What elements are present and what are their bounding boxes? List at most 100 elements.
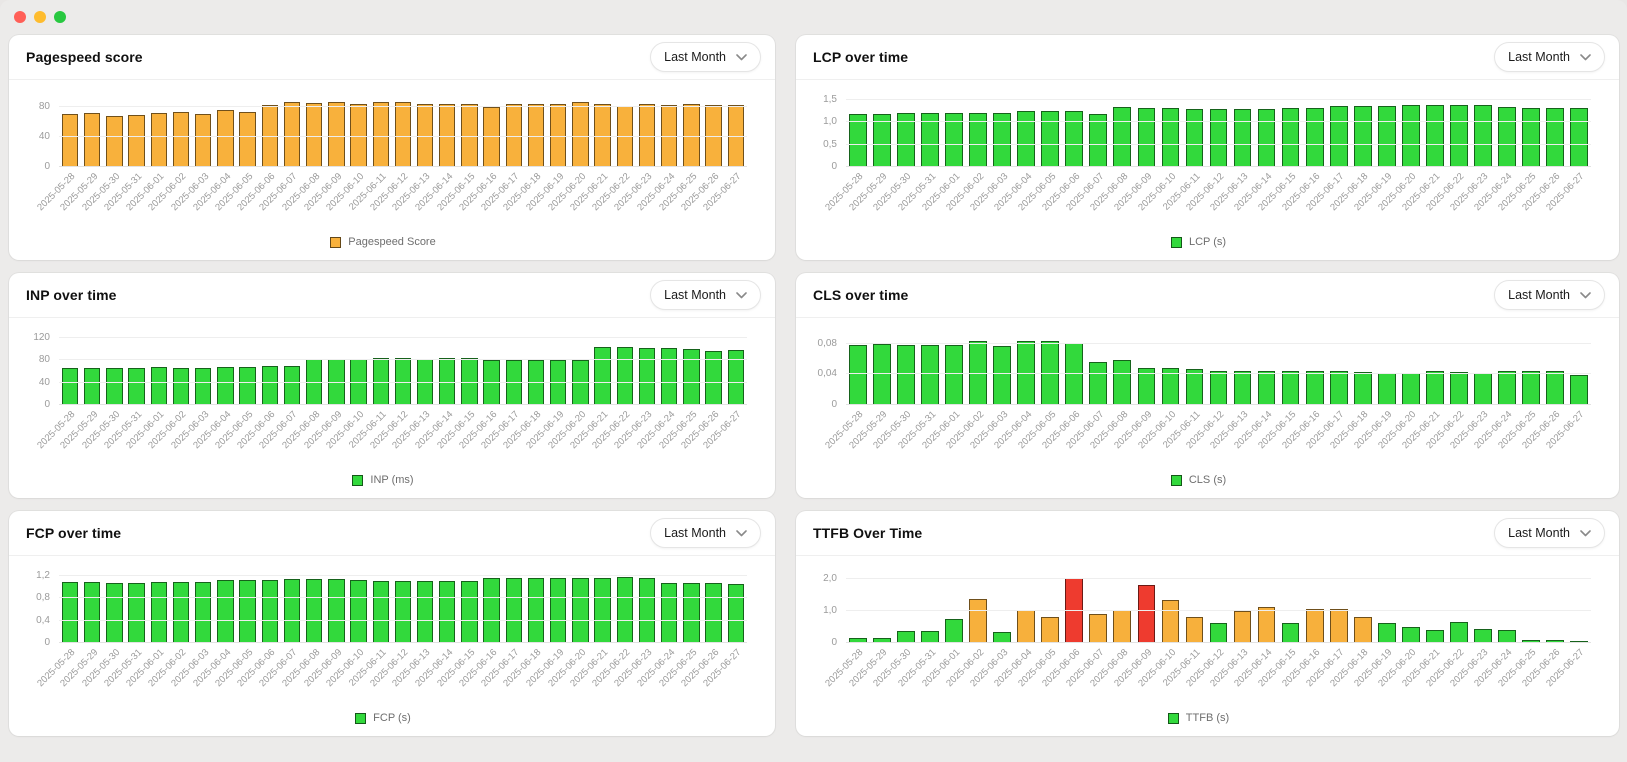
bar-2025-06-03[interactable] bbox=[195, 582, 212, 643]
bar-2025-05-28[interactable] bbox=[61, 114, 79, 167]
bar-2025-06-26[interactable] bbox=[705, 350, 722, 405]
bar-2025-06-01[interactable] bbox=[945, 112, 964, 167]
bar-2025-05-30[interactable] bbox=[106, 367, 123, 405]
bar-2025-06-05[interactable] bbox=[239, 111, 256, 167]
bar-2025-06-18[interactable] bbox=[1353, 617, 1372, 643]
bar-2025-06-04[interactable] bbox=[1017, 609, 1036, 643]
close-button[interactable] bbox=[14, 10, 26, 23]
bar-2025-06-10[interactable] bbox=[1161, 599, 1180, 643]
bar-2025-06-05[interactable] bbox=[1041, 617, 1060, 643]
bar-2025-06-13[interactable] bbox=[416, 581, 434, 643]
bar-2025-06-25[interactable] bbox=[1522, 107, 1540, 167]
bar-2025-06-15[interactable] bbox=[461, 357, 478, 405]
bar-2025-06-22[interactable] bbox=[1449, 372, 1468, 405]
bar-2025-06-03[interactable] bbox=[195, 114, 212, 167]
bar-2025-06-06[interactable] bbox=[1065, 111, 1084, 167]
bar-2025-06-09[interactable] bbox=[328, 102, 345, 167]
bar-2025-06-09[interactable] bbox=[1137, 107, 1156, 167]
bar-2025-06-06[interactable] bbox=[261, 365, 278, 405]
bar-2025-06-24[interactable] bbox=[660, 348, 678, 405]
bar-2025-06-25[interactable] bbox=[683, 104, 700, 167]
bar-2025-06-10[interactable] bbox=[1161, 108, 1180, 167]
bar-2025-06-19[interactable] bbox=[550, 360, 567, 405]
bar-2025-05-30[interactable] bbox=[106, 582, 123, 643]
bar-2025-06-20[interactable] bbox=[572, 102, 589, 167]
bar-2025-06-14[interactable] bbox=[1257, 108, 1276, 167]
bar-2025-06-15[interactable] bbox=[1281, 371, 1300, 405]
bar-2025-06-19[interactable] bbox=[1377, 105, 1396, 167]
bar-2025-06-10[interactable] bbox=[1161, 368, 1180, 405]
bar-2025-06-20[interactable] bbox=[1401, 372, 1420, 405]
bar-2025-06-01[interactable] bbox=[150, 113, 168, 167]
bar-2025-06-26[interactable] bbox=[1546, 640, 1564, 643]
period-dropdown[interactable]: Last Month bbox=[650, 518, 761, 548]
bar-2025-06-14[interactable] bbox=[439, 103, 456, 167]
bar-2025-05-31[interactable] bbox=[921, 344, 939, 405]
bar-2025-06-03[interactable] bbox=[993, 346, 1012, 405]
bar-2025-06-12[interactable] bbox=[394, 581, 412, 643]
bar-2025-06-06[interactable] bbox=[261, 579, 278, 643]
bar-2025-06-11[interactable] bbox=[1185, 616, 1204, 643]
bar-2025-06-07[interactable] bbox=[1089, 362, 1108, 405]
bar-2025-06-19[interactable] bbox=[1377, 622, 1396, 643]
bar-2025-06-04[interactable] bbox=[217, 110, 234, 167]
bar-2025-06-22[interactable] bbox=[616, 577, 633, 643]
bar-2025-06-21[interactable] bbox=[594, 577, 611, 643]
bar-2025-06-21[interactable] bbox=[1425, 371, 1444, 405]
bar-2025-06-18[interactable] bbox=[1353, 372, 1372, 405]
bar-2025-06-26[interactable] bbox=[705, 105, 722, 167]
bar-2025-06-17[interactable] bbox=[1329, 608, 1348, 643]
bar-2025-06-26[interactable] bbox=[705, 582, 722, 643]
bar-2025-06-09[interactable] bbox=[328, 579, 345, 643]
bar-2025-05-30[interactable] bbox=[106, 115, 123, 167]
bar-2025-06-09[interactable] bbox=[1137, 368, 1156, 405]
zoom-button[interactable] bbox=[54, 10, 66, 23]
bar-2025-06-27[interactable] bbox=[727, 105, 744, 167]
bar-2025-06-04[interactable] bbox=[1017, 111, 1036, 167]
bar-2025-06-18[interactable] bbox=[527, 577, 545, 643]
bar-2025-05-29[interactable] bbox=[84, 367, 101, 405]
period-dropdown[interactable]: Last Month bbox=[1494, 518, 1605, 548]
bar-2025-06-12[interactable] bbox=[1209, 622, 1228, 643]
bar-2025-06-22[interactable] bbox=[1449, 105, 1468, 167]
bar-2025-06-02[interactable] bbox=[172, 111, 190, 167]
bar-2025-06-17[interactable] bbox=[1329, 105, 1348, 167]
bar-2025-06-07[interactable] bbox=[283, 365, 301, 405]
bar-2025-06-22[interactable] bbox=[616, 346, 633, 405]
bar-2025-06-07[interactable] bbox=[1089, 614, 1108, 643]
bar-2025-06-02[interactable] bbox=[969, 112, 988, 167]
bar-2025-06-21[interactable] bbox=[594, 346, 611, 405]
bar-2025-06-22[interactable] bbox=[1449, 622, 1468, 643]
bar-2025-06-26[interactable] bbox=[1546, 107, 1564, 167]
bar-2025-06-20[interactable] bbox=[572, 360, 589, 405]
bar-2025-06-11[interactable] bbox=[372, 358, 389, 405]
bar-2025-05-28[interactable] bbox=[61, 367, 79, 405]
bar-2025-06-18[interactable] bbox=[1353, 105, 1372, 167]
bar-2025-06-11[interactable] bbox=[1185, 108, 1204, 167]
bar-2025-06-19[interactable] bbox=[550, 577, 567, 643]
bar-2025-06-15[interactable] bbox=[1281, 107, 1300, 167]
bar-2025-05-29[interactable] bbox=[873, 113, 891, 167]
bar-2025-06-14[interactable] bbox=[439, 581, 456, 643]
bar-2025-06-02[interactable] bbox=[969, 341, 988, 405]
bar-2025-06-07[interactable] bbox=[1089, 114, 1108, 167]
bar-2025-06-03[interactable] bbox=[195, 367, 212, 405]
bar-2025-05-29[interactable] bbox=[873, 637, 891, 643]
bar-2025-06-27[interactable] bbox=[1570, 375, 1588, 405]
bar-2025-06-27[interactable] bbox=[727, 350, 744, 405]
bar-2025-06-17[interactable] bbox=[1329, 371, 1348, 405]
bar-2025-06-05[interactable] bbox=[239, 367, 256, 405]
bar-2025-06-24[interactable] bbox=[660, 105, 678, 167]
bar-2025-06-18[interactable] bbox=[527, 104, 545, 167]
bar-2025-06-13[interactable] bbox=[1233, 108, 1252, 167]
period-dropdown[interactable]: Last Month bbox=[650, 42, 761, 72]
bar-2025-06-05[interactable] bbox=[1041, 341, 1060, 405]
bar-2025-06-20[interactable] bbox=[1401, 105, 1420, 167]
bar-2025-06-08[interactable] bbox=[1113, 106, 1132, 167]
bar-2025-06-12[interactable] bbox=[1209, 370, 1228, 405]
bar-2025-06-25[interactable] bbox=[1522, 370, 1540, 405]
bar-2025-06-20[interactable] bbox=[572, 578, 589, 643]
bar-2025-05-31[interactable] bbox=[128, 582, 145, 643]
bar-2025-06-02[interactable] bbox=[172, 581, 190, 643]
bar-2025-05-28[interactable] bbox=[849, 638, 867, 643]
